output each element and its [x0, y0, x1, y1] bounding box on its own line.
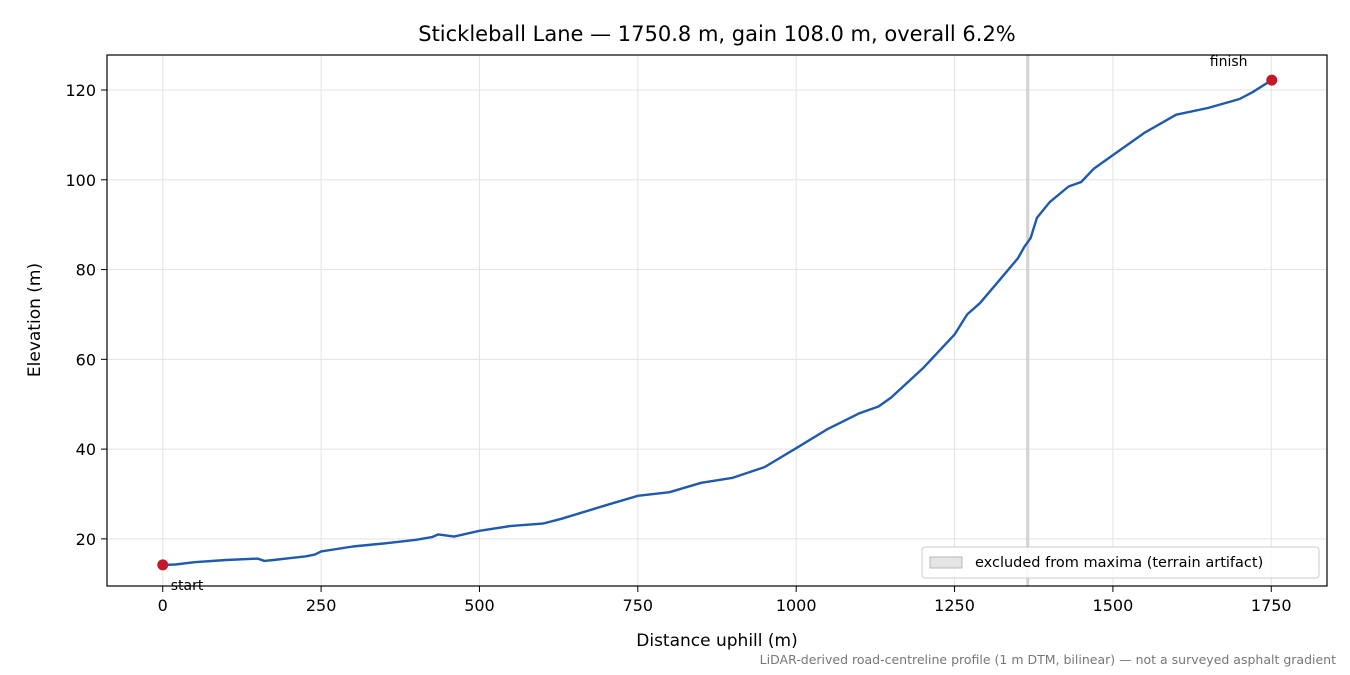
x-tick-label: 1250 — [934, 596, 975, 615]
y-axis-label: Elevation (m) — [25, 263, 45, 377]
x-tick-label: 500 — [464, 596, 495, 615]
y-axis-ticks: 20 40 60 80 100 120 — [65, 81, 107, 549]
y-tick-label: 60 — [76, 350, 96, 369]
legend: excluded from maxima (terrain artifact) — [921, 546, 1320, 579]
x-tick-label: 250 — [306, 596, 337, 615]
x-tick-label: 1500 — [1093, 596, 1134, 615]
y-tick-label: 80 — [76, 261, 96, 280]
x-tick-label: 1750 — [1251, 596, 1292, 615]
marker-finish — [1266, 74, 1278, 86]
x-tick-label: 750 — [623, 596, 654, 615]
x-tick-label: 0 — [158, 596, 168, 615]
x-axis-label: Distance uphill (m) — [636, 631, 797, 651]
y-tick-label: 40 — [76, 440, 96, 459]
grid — [107, 55, 1327, 586]
marker-start — [157, 559, 169, 571]
excluded-band — [1026, 55, 1030, 586]
legend-swatch — [929, 556, 963, 569]
y-tick-label: 100 — [65, 171, 96, 190]
legend-entry: excluded from maxima (terrain artifact) — [975, 555, 1263, 571]
y-tick-label: 120 — [65, 81, 96, 100]
footnote: LiDAR-derived road-centreline profile (1… — [760, 652, 1336, 667]
elevation-line — [162, 79, 1273, 567]
plot-frame — [106, 54, 1328, 587]
label-finish: finish — [1210, 54, 1248, 70]
excluded-band-rect — [1026, 55, 1030, 586]
x-axis-ticks: 0 250 500 750 1000 1250 1500 1750 — [158, 586, 1292, 615]
chart-title: Stickleball Lane — 1750.8 m, gain 108.0 … — [418, 22, 1016, 46]
x-tick-label: 1000 — [776, 596, 817, 615]
y-tick-label: 20 — [76, 530, 96, 549]
legend-box — [921, 546, 1320, 579]
series-layer — [162, 79, 1273, 567]
